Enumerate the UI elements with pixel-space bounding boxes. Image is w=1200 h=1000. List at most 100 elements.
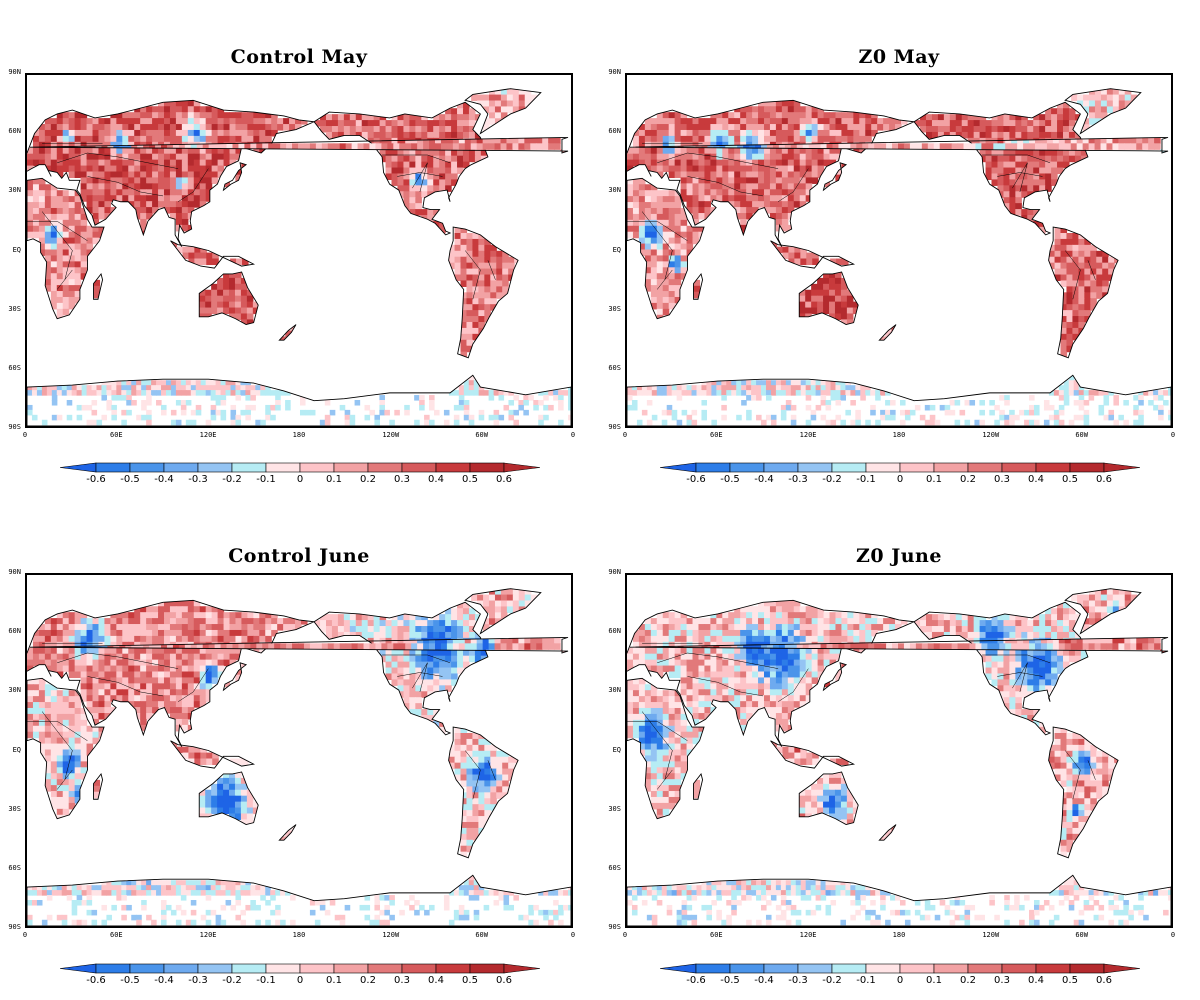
lat-tick-label: 30N xyxy=(8,686,21,695)
colorbar-swatch xyxy=(695,963,731,974)
lon-tick-label: 60E xyxy=(710,431,723,439)
colorbar-swatch xyxy=(763,462,799,473)
coastline-madagascar xyxy=(93,772,104,800)
colorbar-high-extension xyxy=(503,462,540,473)
colorbar-label: -0.6 xyxy=(86,474,106,485)
colorbar-label: 0.1 xyxy=(326,975,342,986)
land-nam xyxy=(914,602,1088,734)
lat-tick-label: 90S xyxy=(608,923,621,931)
colorbar-label: -0.6 xyxy=(686,975,706,986)
land-australia xyxy=(199,771,259,825)
country-border xyxy=(382,154,451,164)
land-nam xyxy=(314,102,488,234)
land-australia xyxy=(799,271,859,325)
panel-title: Control May xyxy=(230,46,368,68)
colorbar-label: -0.3 xyxy=(788,474,808,485)
coastline-nz xyxy=(278,324,297,341)
colorbar-label: 0 xyxy=(296,474,304,485)
country-border xyxy=(57,652,179,669)
colorbar-high-extension xyxy=(1103,462,1140,473)
lon-tick-label: 0 xyxy=(1170,431,1176,439)
land-africa xyxy=(627,678,705,819)
country-border xyxy=(464,250,481,300)
lon-tick-label: 0 xyxy=(22,431,28,439)
coastline-indonesia xyxy=(770,240,856,269)
coastline-nz xyxy=(878,324,897,341)
colorbar-label: -0.5 xyxy=(120,474,140,485)
country-border xyxy=(1012,662,1028,693)
land-indonesia xyxy=(170,740,249,766)
coastline-japan xyxy=(822,662,848,692)
colorbar-swatch xyxy=(1035,462,1071,473)
colorbar-label: -0.1 xyxy=(256,474,276,485)
lon-tick-label: 120W xyxy=(982,931,1000,939)
colorbar-label: 0 xyxy=(296,975,304,986)
country-border xyxy=(27,220,88,241)
colorbar-swatch xyxy=(729,963,765,974)
colorbar-swatch xyxy=(1035,963,1071,974)
land-madagascar xyxy=(93,779,101,799)
colorbar-swatch xyxy=(729,462,765,473)
country-border xyxy=(1087,260,1096,280)
coastline-madagascar xyxy=(693,272,704,300)
panel-title: Z0 June xyxy=(856,545,942,567)
country-border xyxy=(627,220,688,241)
colorbar-label: -0.3 xyxy=(188,975,208,986)
lat-tick-label: EQ xyxy=(12,745,21,754)
country-border xyxy=(87,676,164,697)
colorbar-swatch xyxy=(797,462,833,473)
land-eurasia xyxy=(627,600,908,738)
colorbar-swatch xyxy=(197,963,233,974)
lat-tick-label: 30S xyxy=(608,804,621,813)
colorbar-swatch xyxy=(1001,963,1037,974)
coastline-australia xyxy=(798,771,859,826)
colorbar-label: -0.2 xyxy=(822,474,842,485)
map-panel xyxy=(625,73,1173,428)
lat-tick-label: 30S xyxy=(608,304,621,313)
land-indonesia xyxy=(770,240,849,266)
lat-tick-label: 90S xyxy=(8,923,21,931)
anomaly-map xyxy=(27,88,571,426)
colorbar-swatch xyxy=(367,963,403,974)
colorbar-label: 0.5 xyxy=(462,975,478,986)
lat-tick-label: 30S xyxy=(8,804,21,813)
colorbar-label: 0 xyxy=(896,975,904,986)
colorbar-label: 0.2 xyxy=(360,474,376,485)
colorbar-label: 0.2 xyxy=(960,474,976,485)
lon-tick-label: 180 xyxy=(892,931,906,939)
lon-tick-label: 120W xyxy=(982,431,1000,439)
colorbar-swatch xyxy=(265,462,301,473)
country-border xyxy=(656,769,673,790)
land-antarctica xyxy=(27,375,571,426)
colorbar-swatch xyxy=(899,963,935,974)
lat-tick-label: 90N xyxy=(608,68,621,76)
colorbar-high-extension xyxy=(503,963,540,974)
country-border xyxy=(777,168,809,202)
coastline-japan xyxy=(822,162,848,192)
colorbar-swatch xyxy=(865,963,901,974)
land-sam xyxy=(1048,727,1119,858)
colorbar-low-extension xyxy=(60,462,97,473)
colorbar-swatch xyxy=(1001,462,1037,473)
colorbar-low-extension xyxy=(60,963,97,974)
country-border xyxy=(464,750,481,800)
land-antarctica xyxy=(27,875,571,926)
colorbar xyxy=(60,963,540,974)
land-greenland xyxy=(471,88,538,131)
country-border xyxy=(657,652,779,669)
coastline-africa xyxy=(27,677,105,820)
country-border xyxy=(487,760,496,780)
colorbar-swatch xyxy=(333,963,369,974)
colorbar-swatch xyxy=(129,462,165,473)
country-border xyxy=(997,672,1043,677)
lat-tick-label: EQ xyxy=(612,745,621,754)
colorbar-label: -0.2 xyxy=(222,474,242,485)
lat-tick-label: 60S xyxy=(8,863,21,872)
land-madagascar xyxy=(693,279,701,299)
colorbar-swatch xyxy=(865,462,901,473)
lat-tick-label: EQ xyxy=(12,245,21,254)
map-panel xyxy=(25,73,573,428)
colorbar-label: 0.1 xyxy=(326,474,342,485)
country-border xyxy=(997,172,1043,177)
colorbar-label: 0.4 xyxy=(428,474,444,485)
